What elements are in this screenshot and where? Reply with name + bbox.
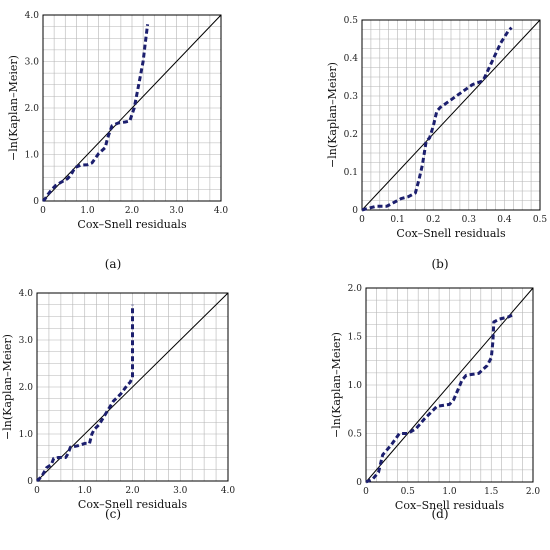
y-tick-label: 1.0 (348, 381, 363, 391)
y-tick-label: 1.0 (25, 151, 40, 161)
y-tick-label: 2.0 (19, 383, 34, 393)
y-tick-label: 0.1 (344, 168, 358, 178)
panel-label: (c) (105, 507, 121, 521)
x-tick-label: 1.0 (442, 487, 457, 497)
plot-frame (361, 19, 541, 211)
x-tick-label: 0.1 (390, 215, 404, 225)
plot-frame (36, 292, 229, 482)
y-tick-label: 3.0 (19, 336, 34, 346)
reference-line (365, 287, 534, 483)
x-tick-label: 4.0 (214, 206, 229, 216)
y-tick-label: 0 (352, 206, 358, 216)
y-tick-label: 0.3 (344, 92, 359, 102)
x-tick-label: 1.5 (484, 487, 499, 497)
x-axis-label: Cox–Snell residuals (77, 218, 187, 231)
panel-label: (a) (105, 257, 122, 271)
panel-label: (b) (431, 257, 448, 271)
y-tick-label: 0.5 (344, 16, 359, 26)
x-tick-label: 0.5 (401, 487, 416, 497)
x-tick-label: 0 (34, 486, 40, 496)
chart-panel-1: 00 1.0 1.0 2.0 2.0 3.0 3.0 4.0 4.0 Cox–Snell resi… (7, 11, 228, 271)
x-tick-label: 2.0 (125, 206, 140, 216)
x-axis-label: Cox–Snell residuals (78, 498, 188, 511)
x-tick-label: 2.0 (526, 487, 541, 497)
chart-panel-2: 00 0.1 0.1 0.2 0.2 0.3 0.3 0.4 0.4 0.5 0.5 Cox–Snel… (326, 16, 547, 271)
x-tick-label: 0 (363, 487, 369, 497)
y-tick-label: 2.0 (348, 284, 363, 294)
x-tick-label: 0.3 (462, 215, 477, 225)
x-tick-label: 0.4 (497, 215, 512, 225)
series-line-1 (35, 304, 134, 483)
panel-label: (d) (431, 507, 448, 521)
y-tick-label: 0.2 (344, 130, 358, 140)
reference-line (361, 19, 541, 211)
x-tick-label: 3.0 (169, 206, 184, 216)
x-tick-label: 3.0 (173, 486, 188, 496)
y-tick-label: 4.0 (25, 11, 40, 21)
x-tick-label: 0.2 (426, 215, 440, 225)
y-tick-label: 0 (356, 478, 362, 488)
y-axis-label: −ln(Kaplan–Meier) (326, 62, 339, 168)
x-tick-label: 4.0 (221, 486, 236, 496)
chart-panel-3: 00 1.0 1.0 2.0 2.0 3.0 3.0 4.0 4.0 Cox–Snell resi… (1, 289, 235, 521)
y-tick-label: 0.4 (344, 54, 359, 64)
y-axis-label: −ln(Kaplan–Meier) (330, 332, 343, 438)
plot-frame (365, 287, 534, 483)
y-tick-label: 4.0 (19, 289, 34, 299)
plot-frame (42, 14, 222, 202)
x-tick-label: 1.0 (80, 206, 95, 216)
series-line-1 (365, 313, 513, 484)
y-tick-label: 1.5 (348, 333, 363, 343)
x-tick-label: 1.0 (78, 486, 93, 496)
x-axis-label: Cox–Snell residuals (395, 499, 505, 512)
y-axis-label: −ln(Kaplan–Meier) (1, 334, 14, 440)
y-tick-label: 2.0 (25, 104, 40, 114)
y-tick-label: 3.0 (25, 58, 40, 68)
x-axis-label: Cox–Snell residuals (396, 227, 506, 240)
chart-panel-4: 00 0.5 0.5 1.0 1.0 1.5 1.5 2.0 2.0 Cox–Snell resi… (330, 284, 540, 521)
x-tick-label: 2.0 (125, 486, 140, 496)
series-line-1 (361, 26, 513, 212)
y-tick-label: 0 (33, 197, 39, 207)
y-tick-label: 0 (27, 477, 33, 487)
x-tick-label: 0 (359, 215, 365, 225)
series-line-1 (41, 24, 150, 203)
y-tick-label: 0.5 (348, 430, 363, 440)
x-tick-label: 0.5 (533, 215, 548, 225)
y-axis-label: −ln(Kaplan–Meier) (7, 55, 20, 161)
y-tick-label: 1.0 (19, 430, 34, 440)
x-tick-label: 0 (40, 206, 46, 216)
